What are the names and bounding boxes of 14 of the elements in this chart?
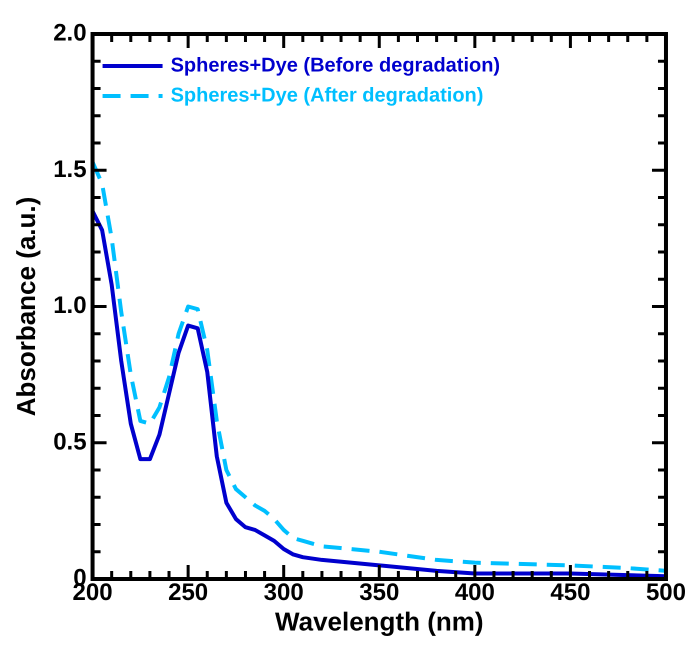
y-tick-label: 0.5	[53, 428, 87, 456]
x-tick-label: 250	[168, 579, 208, 606]
x-tick-label: 450	[550, 579, 590, 606]
x-tick-label: 400	[454, 579, 495, 606]
legend-label: Spheres+Dye (After degradation)	[170, 84, 484, 107]
legend-label: Spheres+Dye (Before degradation)	[170, 54, 500, 77]
x-tick-label: 350	[359, 579, 400, 606]
y-tick-label: 1.5	[53, 156, 87, 183]
x-tick-label: 500	[646, 579, 686, 606]
x-axis-title: Wavelength (nm)	[275, 606, 484, 637]
y-tick-label: 2.0	[53, 20, 87, 47]
y-axis-title: Absorbance (a.u.)	[10, 196, 41, 416]
y-tick-label: 1.0	[53, 292, 87, 320]
x-tick-label: 300	[264, 579, 304, 606]
